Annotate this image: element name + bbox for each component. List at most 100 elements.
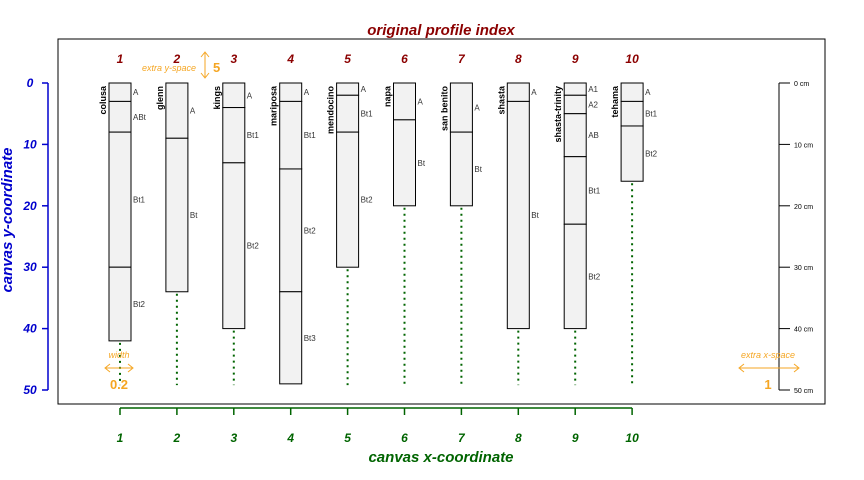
depth-tick-label: 50 cm xyxy=(794,388,813,395)
width-value: 0.2 xyxy=(110,377,128,392)
profile-index-label: 4 xyxy=(286,52,294,66)
width-annotation: width 0.2 xyxy=(104,350,134,392)
horizon-box xyxy=(222,107,246,164)
x-axis-label: canvas x-coordinate xyxy=(368,449,513,466)
profile-index-label: 6 xyxy=(401,52,408,66)
horizon-label: A xyxy=(418,97,424,106)
extra-y-space-arrowhead-bottom xyxy=(200,72,210,79)
horizon-box xyxy=(563,82,587,96)
horizon-label: Bt3 xyxy=(304,334,317,343)
horizon-label: A xyxy=(531,88,537,97)
horizon-box xyxy=(279,100,303,170)
extra-x-space-value: 1 xyxy=(764,377,771,392)
profile-tehama: 10 tehama A Bt1 Bt2 xyxy=(610,52,658,182)
horizon-label: Bt2 xyxy=(133,300,146,309)
horizon-label: A xyxy=(361,85,367,94)
extra-x-space-annotation: extra x-space 1 xyxy=(738,350,800,392)
horizon-box xyxy=(393,119,416,207)
profile-name: glenn xyxy=(155,86,165,110)
y-tick-label: 0 xyxy=(27,76,34,90)
x-tick-label: 6 xyxy=(401,431,408,445)
horizon-label: ABt xyxy=(133,113,147,122)
profile-name: tehama xyxy=(610,85,620,118)
profile-glenn: 2 glenn A Bt xyxy=(155,52,198,293)
extra-y-space-value: 5 xyxy=(213,60,220,75)
horizon-box xyxy=(222,82,246,109)
profile-shasta-trinity: 9 shasta-trinity A1 A2 AB Bt1 Bt2 xyxy=(553,52,601,330)
profile-shasta: 8 shasta A Bt xyxy=(496,52,540,330)
horizon-label: A xyxy=(190,107,196,116)
y-tick-label: 30 xyxy=(23,260,37,274)
horizon-box xyxy=(449,131,473,207)
horizon-box xyxy=(563,113,587,158)
horizon-box xyxy=(506,100,530,330)
profile-index-label: 7 xyxy=(458,52,466,66)
profile-index-label: 1 xyxy=(117,52,124,66)
y-tick-label: 40 xyxy=(22,322,37,336)
plot-frame xyxy=(57,38,826,405)
horizon-box xyxy=(563,223,587,330)
extra-x-space-arrowhead-right xyxy=(793,363,800,373)
profile-san-benito: 7 san benito A Bt xyxy=(439,52,483,207)
horizon-box xyxy=(336,94,360,133)
profile-index-label: 5 xyxy=(344,52,351,66)
profile-name: mariposa xyxy=(269,85,279,126)
chart-title: original profile index xyxy=(367,22,515,39)
x-tick-label: 7 xyxy=(458,431,466,445)
horizon-label: Bt1 xyxy=(247,131,260,140)
y-tick-label: 50 xyxy=(23,383,37,397)
horizon-box xyxy=(620,82,644,102)
horizon-box xyxy=(108,82,132,102)
horizon-box xyxy=(620,125,644,182)
y-axis: 0 10 20 30 40 50 xyxy=(22,76,49,397)
horizon-label: Bt1 xyxy=(304,131,317,140)
horizon-box xyxy=(279,168,303,293)
x-tick-label: 9 xyxy=(572,431,579,445)
horizon-label: A2 xyxy=(588,100,598,109)
horizon-box xyxy=(563,156,587,225)
extra-y-space-arrowhead-top xyxy=(200,51,210,58)
horizon-label: AB xyxy=(588,131,599,140)
horizon-box xyxy=(279,291,303,385)
width-arrowhead-right xyxy=(127,363,134,373)
profile-napa: 6 napa A Bt xyxy=(383,52,426,207)
x-tick-label: 4 xyxy=(286,431,294,445)
horizon-label: Bt xyxy=(418,159,426,168)
horizon-label: Bt2 xyxy=(361,196,374,205)
horizon-box xyxy=(449,82,473,133)
profile-index-label: 2 xyxy=(173,52,181,66)
x-tick-label: 1 xyxy=(117,431,124,445)
y-tick-label: 20 xyxy=(22,199,37,213)
y-axis-label: canvas y-coordinate xyxy=(0,147,16,292)
horizon-label: A xyxy=(304,88,310,97)
profile-mendocino: 5 mendocino A Bt1 Bt2 xyxy=(326,52,374,268)
horizon-box xyxy=(108,266,132,342)
extra-y-space-label: extra y-space xyxy=(142,63,196,73)
profile-index-label: 3 xyxy=(230,52,237,66)
horizon-box xyxy=(620,100,644,127)
horizon-label: Bt2 xyxy=(247,242,260,251)
depth-tick-label: 30 cm xyxy=(794,265,813,272)
horizon-label: Bt1 xyxy=(645,110,658,119)
profile-name: napa xyxy=(383,85,393,107)
horizon-label: A xyxy=(474,104,480,113)
profile-name: san benito xyxy=(439,86,449,132)
horizon-label: Bt1 xyxy=(361,110,374,119)
profile-kings: 3 kings A Bt1 Bt2 xyxy=(212,52,260,330)
profile-mariposa: 4 mariposa A Bt1 Bt2 Bt3 xyxy=(269,52,317,385)
horizon-label: A xyxy=(133,88,139,97)
horizon-label: Bt2 xyxy=(645,150,658,159)
horizon-label: Bt xyxy=(474,165,482,174)
depth-tick-label: 40 cm xyxy=(794,327,813,334)
horizon-box xyxy=(336,82,360,96)
x-tick-label: 5 xyxy=(344,431,351,445)
horizon-label: Bt xyxy=(531,211,539,220)
depth-axis: 0 cm 10 cm 20 cm 30 cm 40 cm 50 cm xyxy=(778,81,813,395)
horizon-label: Bt2 xyxy=(304,226,317,235)
horizon-box xyxy=(506,82,530,102)
profile-name: kings xyxy=(212,86,222,110)
horizon-label: Bt1 xyxy=(133,196,146,205)
leader-lines xyxy=(119,183,634,386)
